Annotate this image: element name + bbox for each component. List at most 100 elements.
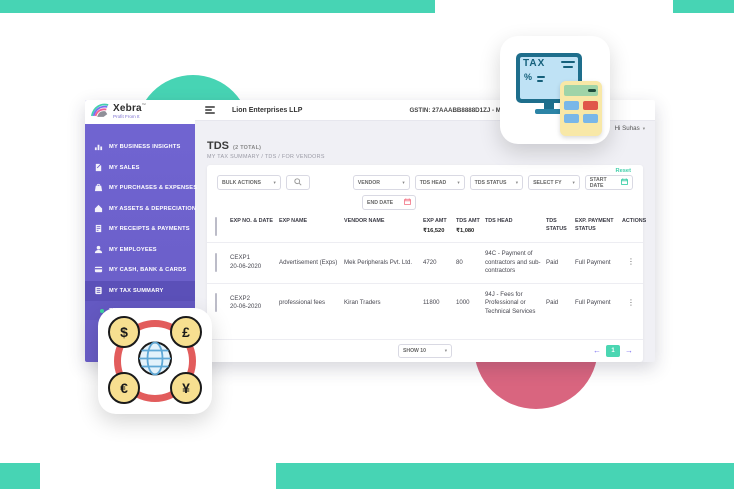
col-tds-status: TDS STATUS (546, 218, 567, 232)
bank-card-icon (94, 261, 103, 279)
page-size-dropdown[interactable]: SHOW 10 ▾ (398, 344, 452, 358)
tds-amt: 80 (456, 258, 463, 266)
bottom-teal-bar-left (0, 463, 40, 489)
hamburger-menu-icon[interactable] (205, 106, 215, 114)
trademark-symbol: ™ (141, 102, 146, 108)
pound-coin-icon: £ (170, 316, 202, 348)
select-fy-dropdown[interactable]: SELECT FY ▾ (528, 175, 580, 190)
tds-head-filter-label: TDS HEAD (419, 179, 447, 186)
purchases-icon (94, 179, 103, 197)
sidebar-item-receipts-payments[interactable]: MY RECEIPTS & PAYMENTS (85, 219, 195, 240)
col-exp-name: EXP NAME (279, 218, 308, 224)
gstin-text: GSTIN: 27AAABB8888D1ZJ - Maharashtra (409, 106, 533, 114)
exp-amt-total: ₹16,520 (423, 227, 445, 234)
chevron-down-icon: ▾ (642, 125, 645, 131)
sidebar-item-cash-bank-cards[interactable]: MY CASH, BANK & CARDS (85, 260, 195, 281)
exp-no: CEXP2 (230, 294, 250, 302)
sidebar-item-business-insights[interactable]: MY BUSINESS INSIGHTS (85, 137, 195, 158)
next-page-arrow-icon[interactable]: → (625, 346, 633, 355)
page-size-label: SHOW 10 (403, 348, 426, 354)
vendor-name: Kiran Traders (344, 299, 381, 307)
app-window: Xebra ™ Profit From It MY BUSINESS INSIG… (85, 100, 655, 362)
chevron-down-icon: ▾ (273, 179, 276, 185)
user-greeting[interactable]: Hi Suhas (614, 125, 640, 132)
main-area: Lion Enterprises LLP GSTIN: 27AAABB8888D… (195, 100, 655, 362)
vendor-filter-dropdown[interactable]: VENDOR ▾ (352, 175, 410, 190)
sidebar-item-label: MY TAX SUMMARY (109, 287, 164, 294)
percent-text: % (524, 72, 533, 82)
tds-head-filter-dropdown[interactable]: TDS HEAD ▾ (414, 175, 465, 190)
globe-icon (136, 340, 174, 383)
calculator-icon (560, 81, 602, 136)
table-row: CEXP2 20-06-2020 professional fees Kiran… (207, 282, 643, 324)
sidebar-item-tax-summary[interactable]: MY TAX SUMMARY (85, 280, 195, 301)
top-teal-bar-right (673, 0, 734, 13)
app-logo[interactable]: Xebra ™ Profit From It (85, 100, 195, 124)
yen-coin-icon: ¥ (170, 372, 202, 404)
reset-link[interactable]: Reset (615, 168, 632, 174)
pagination: ← 1 → (593, 345, 633, 357)
tds-status-filter-label: TDS STATUS (474, 179, 507, 186)
tax-text: TAX (523, 58, 546, 69)
sidebar-item-employees[interactable]: MY EMPLOYEES (85, 240, 195, 261)
active-dot-icon (100, 308, 104, 313)
calendar-icon (404, 198, 411, 207)
exp-no: CEXP1 (230, 254, 250, 262)
chevron-down-icon: ▾ (402, 179, 405, 185)
sidebar-item-assets-depreciation[interactable]: MY ASSETS & DEPRECIATION (85, 199, 196, 220)
row-actions-kebab-icon[interactable]: ⋮ (627, 297, 635, 307)
exp-date: 20-06-2020 (230, 262, 262, 270)
row-checkbox[interactable] (215, 293, 217, 313)
payment-status: Full Payment (575, 258, 611, 266)
person-icon (94, 241, 103, 259)
select-fy-label: SELECT FY (533, 179, 562, 186)
breadcrumb: MY TAX SUMMARY / TDS / FOR VENDORS (207, 154, 325, 160)
prev-page-arrow-icon[interactable]: ← (593, 346, 601, 355)
receipt-icon (94, 220, 103, 238)
filter-bar: BULK ACTIONS ▾ VENDOR ▾ (207, 165, 643, 216)
start-date-picker[interactable]: START DATE (584, 175, 633, 190)
sidebar-item-label: MY RECEIPTS & PAYMENTS (109, 226, 190, 233)
col-actions: ACTIONS (622, 218, 647, 224)
monitor-stand (544, 102, 554, 110)
col-exp-amt: EXP AMT ₹16,520 (423, 218, 453, 236)
vendor-name: Mek Peripherals Pvt. Ltd. (344, 258, 413, 266)
table-footer: SHOW 10 ▾ ← 1 → (207, 339, 643, 362)
brand-name: Xebra (113, 103, 142, 115)
sidebar-item-sales[interactable]: MY SALES (85, 158, 195, 179)
col-exp-amt-label: EXP AMT (423, 218, 447, 224)
tds-head: 94C - Payment of contractors and sub-con… (485, 250, 541, 275)
insights-icon (94, 138, 103, 156)
end-date-label: END DATE (367, 199, 394, 206)
tds-table-card: Reset BULK ACTIONS ▾ (207, 165, 647, 362)
monitor-base (535, 109, 563, 114)
horse-logo-icon (90, 102, 110, 123)
page-content: TDS (2 TOTAL) MY TAX SUMMARY / TDS / FOR… (195, 136, 655, 362)
current-page-button[interactable]: 1 (606, 345, 620, 357)
currency-exchange-card: $ £ € ¥ (98, 308, 212, 414)
row-checkbox[interactable] (215, 252, 217, 272)
end-date-picker[interactable]: END DATE (362, 195, 416, 210)
sidebar-item-purchases-expenses[interactable]: MY PURCHASES & EXPENSES (85, 178, 198, 199)
select-all-checkbox[interactable] (215, 217, 217, 236)
record-count: (2 TOTAL) (233, 145, 262, 151)
search-button[interactable] (285, 175, 310, 190)
payment-status: Full Payment (575, 299, 611, 307)
tax-sheet-icon (94, 282, 103, 300)
exp-amt: 11800 (423, 299, 440, 307)
sidebar-menu: MY BUSINESS INSIGHTS MY SALES MY PURCHAS… (85, 124, 198, 320)
tds-status-filter-dropdown[interactable]: TDS STATUS ▾ (469, 175, 524, 190)
row-actions-kebab-icon[interactable]: ⋮ (627, 257, 635, 267)
start-date-label: START DATE (589, 176, 607, 189)
sidebar-item-label: MY PURCHASES & EXPENSES (109, 185, 198, 192)
page-title: TDS (207, 140, 229, 152)
sidebar-item-label: MY SALES (109, 164, 140, 171)
sidebar-item-label: MY BUSINESS INSIGHTS (109, 144, 181, 151)
tds-status: Paid (546, 258, 559, 266)
bulk-actions-dropdown[interactable]: BULK ACTIONS ▾ (217, 175, 281, 190)
col-tds-head: TDS HEAD (485, 218, 513, 224)
brand-tagline: Profit From It (113, 114, 140, 120)
exp-name: professional fees (279, 299, 326, 307)
home-icon (94, 200, 103, 218)
